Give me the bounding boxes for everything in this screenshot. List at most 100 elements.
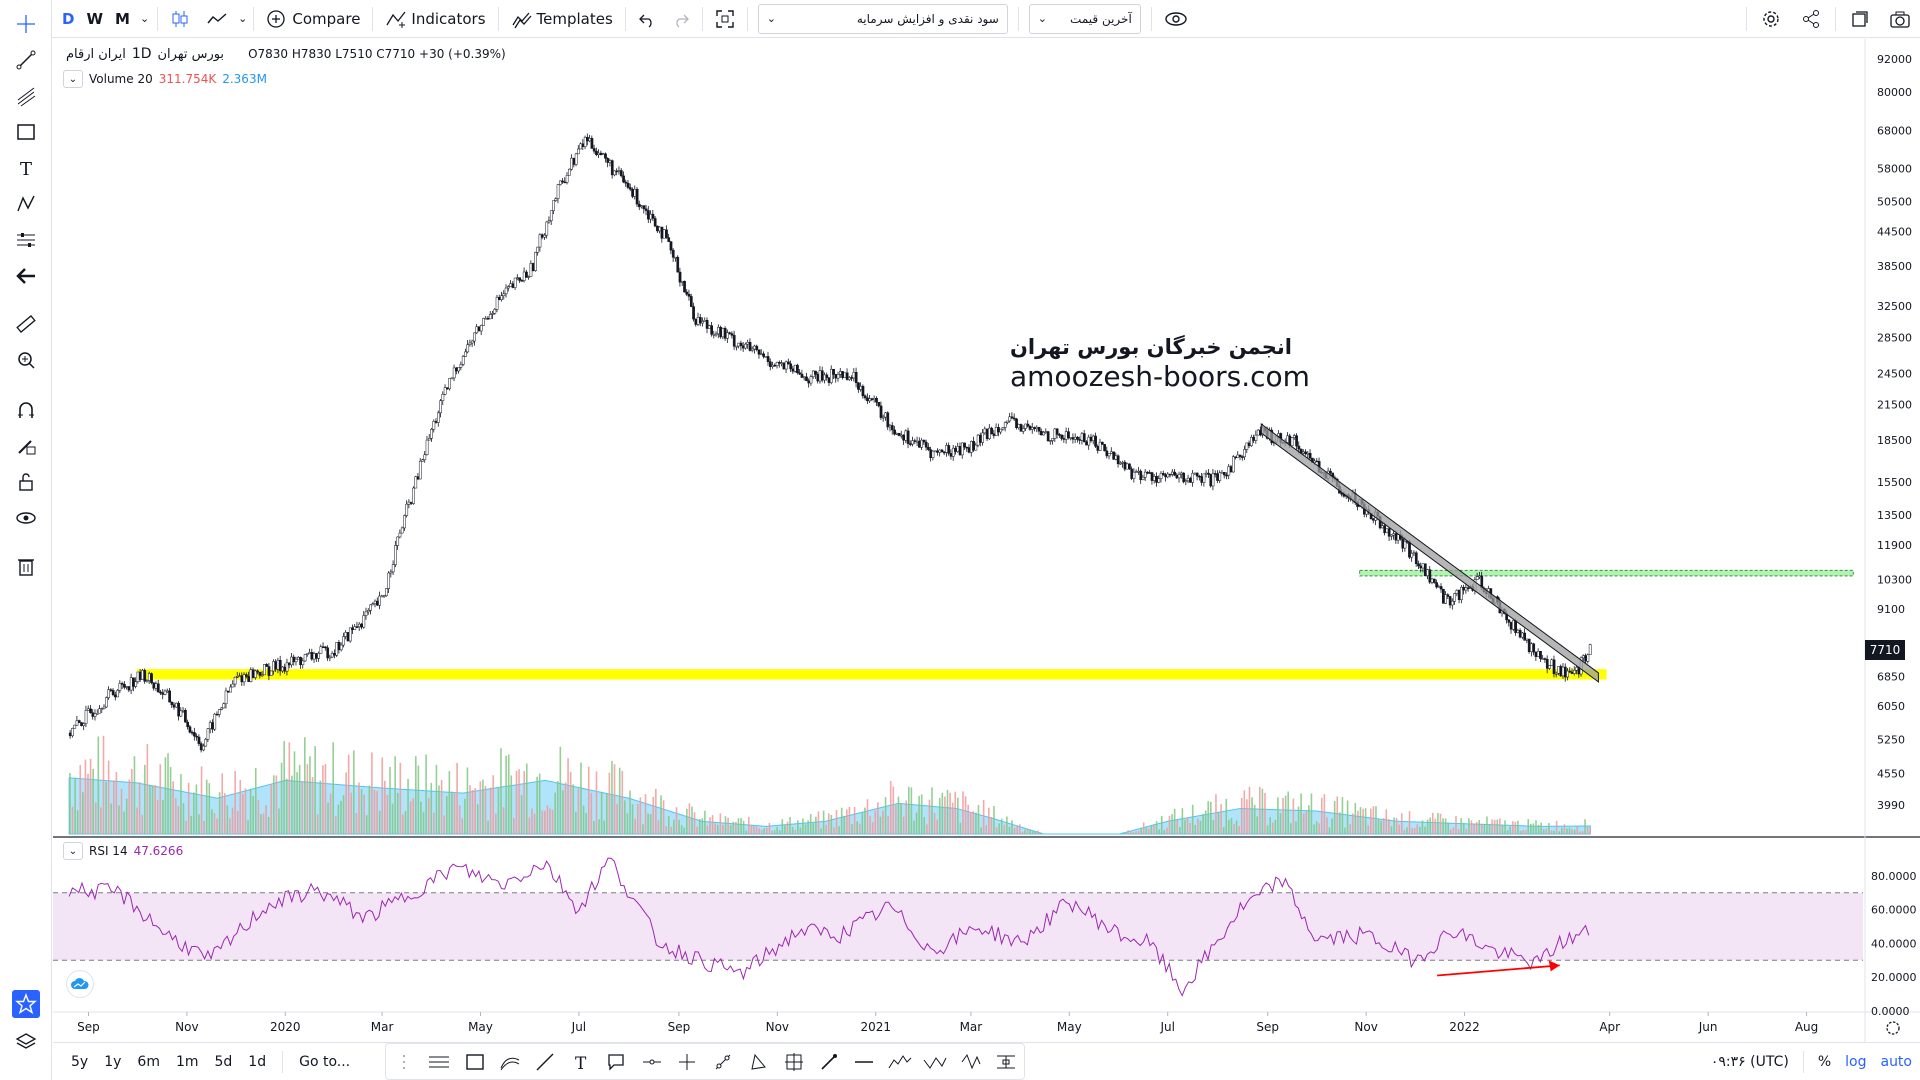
lock-icon[interactable] (12, 468, 40, 496)
interval-week-button[interactable]: W (86, 9, 103, 28)
range-6m-button[interactable]: 6m (137, 1053, 160, 1070)
line-style-icon[interactable] (198, 0, 236, 38)
time-tick-label: Jul (571, 1020, 586, 1034)
candles-style-icon[interactable] (162, 0, 198, 38)
text-icon[interactable]: T (12, 154, 40, 182)
segment-icon[interactable] (708, 1047, 738, 1077)
eye-visibility-icon[interactable] (1156, 0, 1196, 38)
range-5d-button[interactable]: 5d (214, 1053, 233, 1070)
horizontal-ray-icon[interactable] (637, 1047, 667, 1077)
volume-bar (745, 830, 747, 834)
text-tool-icon[interactable]: T (566, 1047, 596, 1077)
volume-bar (1031, 831, 1034, 834)
ruler-icon[interactable] (12, 310, 40, 338)
candle-body (1030, 427, 1034, 430)
horizontal-lines-icon[interactable] (424, 1047, 454, 1077)
trash-icon[interactable] (12, 552, 40, 580)
volume-bar (768, 822, 771, 834)
drag-handle-icon[interactable] (389, 1047, 419, 1077)
cross-line-icon[interactable] (672, 1047, 702, 1077)
price-type-select[interactable]: ⌄ آخرین قیمت (1028, 3, 1141, 34)
range-5y-button[interactable]: 5y (71, 1053, 89, 1070)
undo-icon[interactable] (630, 0, 664, 38)
eye-icon[interactable] (12, 504, 40, 532)
volume-bar (616, 803, 618, 834)
rsi-collapse-chevron-icon[interactable]: ⌄ (63, 842, 83, 860)
symbol-name[interactable]: ایران ارقام (66, 46, 126, 62)
volume-bar (1421, 820, 1424, 834)
dividend-adjust-select[interactable]: ⌄ سود نقدی و افزایش سرمایه (757, 3, 1008, 34)
range-1d-button[interactable]: 1d (248, 1053, 267, 1070)
rectangle-tool-icon[interactable] (460, 1047, 490, 1077)
candle-body (750, 348, 754, 351)
log-scale-button[interactable]: log (1845, 1054, 1867, 1070)
percent-scale-button[interactable]: % (1817, 1054, 1832, 1070)
range-1m-button[interactable]: 1m (175, 1053, 199, 1070)
trendline-channel[interactable] (1260, 423, 1599, 683)
candle-body (129, 677, 133, 691)
pattern-xabcd-icon[interactable] (956, 1047, 986, 1077)
legend-collapse-chevron-icon[interactable]: ⌄ (63, 70, 83, 88)
candle-body (366, 610, 370, 613)
camera-icon[interactable] (1880, 0, 1920, 38)
lock-drawing-icon[interactable] (12, 432, 40, 460)
resistance-band[interactable] (1359, 569, 1854, 577)
trend-line-icon[interactable] (12, 46, 40, 74)
range-1y-button[interactable]: 1y (104, 1053, 122, 1070)
time-tick-label: 2021 (860, 1020, 891, 1034)
magnet-icon[interactable] (12, 396, 40, 424)
wave-abc-icon[interactable] (920, 1047, 950, 1077)
fullscreen-icon[interactable] (707, 0, 743, 38)
fib-icon[interactable] (495, 1047, 525, 1077)
candle-body (355, 626, 359, 628)
candle-body (1532, 643, 1536, 653)
line-tool-icon[interactable] (530, 1047, 560, 1077)
favorites-star-icon[interactable] (12, 990, 40, 1018)
volume-bar (905, 800, 908, 834)
candle-body (1448, 596, 1452, 606)
layers-icon[interactable] (12, 1028, 40, 1056)
compare-button[interactable]: Compare (258, 0, 368, 38)
candle-body (1082, 433, 1086, 443)
toolbar-divider (1746, 7, 1747, 31)
chart-style-chevron-icon[interactable]: ⌄ (238, 12, 248, 25)
chart-canvas[interactable]: 92000 80000 68000 58000 50500 44500 38500 32500… (53, 39, 1920, 1042)
volume-bar (458, 805, 461, 834)
snapshot-icon[interactable] (1840, 0, 1880, 38)
redo-icon[interactable] (664, 0, 698, 38)
brush-icon[interactable] (814, 1047, 844, 1077)
candle-body (242, 674, 246, 683)
pattern-icon[interactable] (12, 190, 40, 218)
measure-icon[interactable] (991, 1047, 1021, 1077)
candle-body (116, 690, 120, 698)
goto-button[interactable]: Go to... (299, 1053, 351, 1070)
frame-icon[interactable] (779, 1047, 809, 1077)
candle-body (147, 673, 151, 681)
settings-gear-icon[interactable] (1751, 0, 1791, 38)
indicators-button[interactable]: Indicators (377, 0, 493, 38)
support-band[interactable] (136, 669, 1607, 680)
axis-settings-gear-icon[interactable] (1886, 1021, 1900, 1035)
templates-button[interactable]: Templates (503, 0, 621, 38)
zoom-in-icon[interactable] (12, 346, 40, 374)
volume-bar (433, 812, 435, 834)
rsi-divergence-arrow[interactable] (1437, 964, 1560, 977)
wave-12345-icon[interactable] (885, 1047, 915, 1077)
hline-tool-icon[interactable] (849, 1047, 879, 1077)
crosshair-icon[interactable] (12, 10, 40, 38)
cloud-logo-icon[interactable] (66, 970, 94, 998)
callout-icon[interactable] (601, 1047, 631, 1077)
prediction-icon[interactable] (12, 226, 40, 254)
interval-dropdown-chevron-icon[interactable]: ⌄ (139, 12, 150, 25)
auto-scale-button[interactable]: auto (1880, 1054, 1912, 1070)
pitchfork-icon[interactable] (12, 82, 40, 110)
volume-bar (988, 807, 990, 834)
trendline-channel-fill[interactable] (1260, 423, 1599, 683)
back-arrow-icon[interactable] (12, 262, 40, 290)
rectangle-icon[interactable] (12, 118, 40, 146)
interval-month-button[interactable]: M (115, 9, 130, 28)
interval-day-button[interactable]: D (62, 9, 75, 28)
triangle-icon[interactable] (743, 1047, 773, 1077)
share-icon[interactable] (1791, 0, 1831, 38)
clock-display[interactable]: ۰۹:۳۶ (UTC) (1710, 1054, 1789, 1070)
